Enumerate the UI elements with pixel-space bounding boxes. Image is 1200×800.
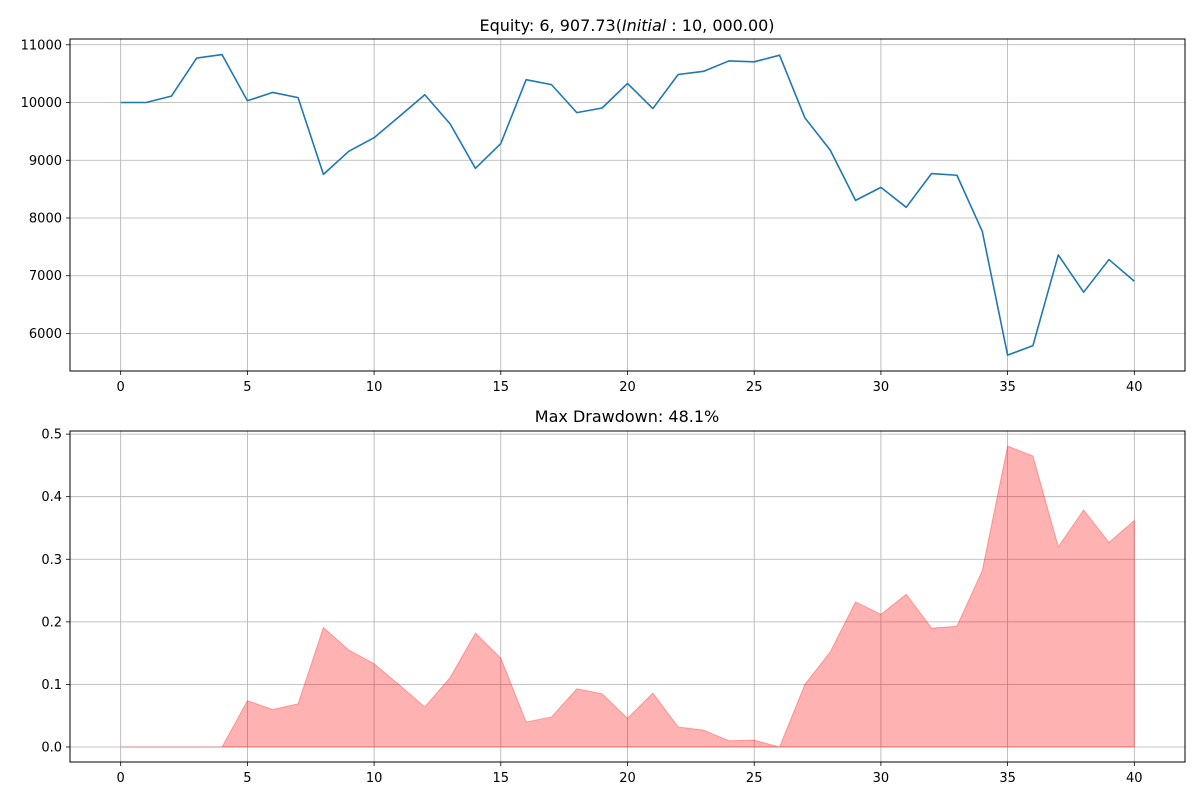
drawdown-xtick-label: 15 [493, 771, 510, 786]
drawdown-ytick-label: 0.2 [41, 615, 62, 630]
drawdown-xtick-label: 40 [1126, 771, 1143, 786]
equity-ytick-label: 11000 [21, 38, 62, 53]
equity-ytick-label: 7000 [29, 269, 62, 284]
drawdown-xtick-label: 20 [619, 771, 636, 786]
equity-xtick-label: 10 [366, 380, 383, 395]
drawdown-xtick-label: 25 [746, 771, 763, 786]
drawdown-chart: Max Drawdown: 48.1% 0 5 10 15 20 25 30 35 40 0.0 0… [41, 407, 1186, 786]
equity-xtick-label: 0 [117, 380, 125, 395]
equity-xtick-label: 30 [873, 380, 890, 395]
drawdown-xtick-label: 30 [873, 771, 890, 786]
drawdown-chart-title: Max Drawdown: 48.1% [535, 407, 719, 426]
equity-xtick-label: 40 [1126, 380, 1143, 395]
equity-ytick-label: 10000 [21, 96, 62, 111]
equity-xtick-label: 20 [619, 380, 636, 395]
equity-ytick-label: 8000 [29, 211, 62, 226]
equity-title-part-3: Initial [622, 16, 667, 35]
drawdown-xtick-label: 5 [243, 771, 251, 786]
equity-title-part-1: Equity: [479, 16, 539, 35]
drawdown-ytick-label: 0.4 [41, 490, 62, 505]
equity-xtick-label: 5 [243, 380, 251, 395]
equity-xtick-label: 35 [999, 380, 1016, 395]
equity-title-part-4: : 10, 000.00) [666, 16, 774, 35]
equity-line-series [120, 53, 1135, 356]
equity-title-part-2: 6, 907.73( [539, 16, 622, 35]
drawdown-xtick-label: 10 [366, 771, 383, 786]
drawdown-ytick-label: 0.0 [41, 740, 62, 755]
equity-ytick-label: 6000 [29, 327, 62, 342]
drawdown-ytick-label: 0.1 [41, 678, 62, 693]
drawdown-ytick-label: 0.5 [41, 428, 62, 443]
drawdown-xtick-label: 35 [999, 771, 1016, 786]
drawdown-ytick-label: 0.3 [41, 553, 62, 568]
equity-chart-title: Equity: 6, 907.73(Initial : 10, 000.00) [479, 16, 774, 35]
equity-ytick-label: 9000 [29, 154, 62, 169]
drawdown-xtick-label: 0 [117, 771, 125, 786]
equity-chart: Equity: 6, 907.73(Initial : 10, 000.00) … [21, 16, 1186, 395]
equity-xtick-label: 15 [493, 380, 510, 395]
equity-xtick-label: 25 [746, 380, 763, 395]
drawdown-area-series [120, 445, 1135, 748]
